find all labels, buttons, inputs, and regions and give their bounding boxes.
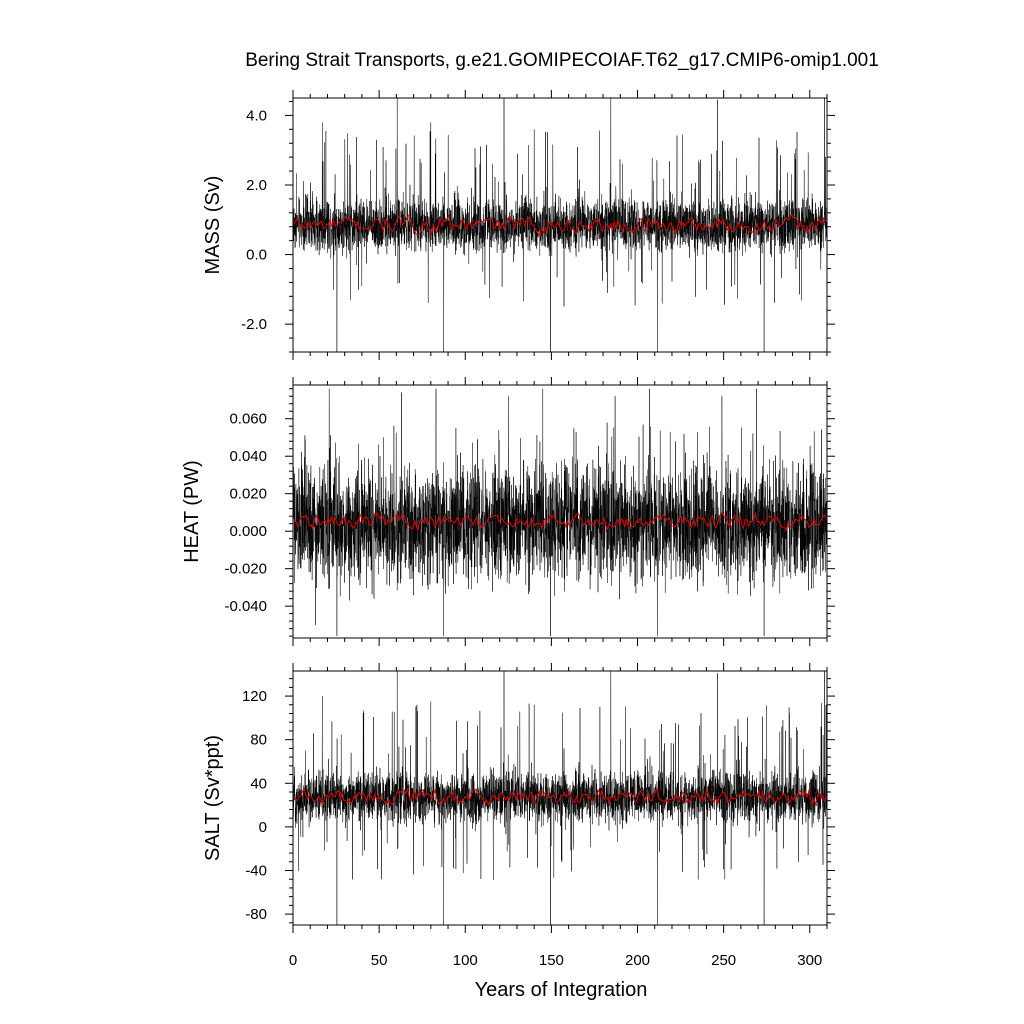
y-tick-label: 0.040	[229, 448, 267, 465]
chart-title: Bering Strait Transports, g.e21.GOMIPECO…	[245, 50, 879, 71]
plot-frame	[292, 384, 828, 639]
y-tick-label: 0.0	[246, 247, 267, 264]
y-tick-label: 0.000	[229, 523, 267, 540]
monthly-series-line	[293, 98, 827, 352]
panel-1: -2.0 0.0 2.0 4.0 MASS (Sv)	[202, 90, 835, 360]
annual-mean-line	[293, 213, 827, 238]
y-tick-label: 4.0	[246, 107, 267, 124]
annual-mean-line	[293, 512, 827, 532]
y-tick-label: 120	[242, 688, 267, 705]
plot-frame	[292, 670, 828, 926]
annual-mean-line	[293, 787, 827, 807]
y-axis-label: MASS (Sv)	[202, 176, 224, 275]
y-tick-label: 0.060	[229, 411, 267, 428]
panels-group: -2.0 0.0 2.0 4.0 MASS (Sv) -0.040 -0.020 0.000 0…	[181, 90, 835, 969]
y-tick-label: 40	[250, 775, 267, 792]
y-tick-label: 0	[259, 819, 267, 836]
y-axis-label: SALT (Sv*ppt)	[202, 735, 224, 861]
y-tick-label: -80	[245, 906, 267, 923]
x-tick-label: 100	[453, 952, 478, 969]
y-tick-label: -0.040	[224, 598, 267, 615]
x-tick-label: 200	[625, 952, 650, 969]
plot-frame	[292, 97, 828, 353]
y-tick-label: -40	[245, 862, 267, 879]
x-tick-label: 250	[711, 952, 736, 969]
y-axis-label: HEAT (PW)	[181, 460, 203, 563]
x-tick-label: 50	[371, 952, 388, 969]
y-tick-label: 0.020	[229, 486, 267, 503]
x-tick-label: 0	[289, 952, 297, 969]
y-tick-label: 80	[250, 732, 267, 749]
monthly-series-line	[293, 388, 827, 637]
monthly-series-line	[293, 671, 827, 925]
x-tick-label: 300	[797, 952, 822, 969]
x-tick-label: 150	[539, 952, 564, 969]
panel-3: -80 -40 0 40 80 120 0 50 100 150 200 250 300 SALT (Sv…	[202, 663, 835, 969]
x-axis-label: Years of Integration	[475, 979, 648, 1001]
y-tick-label: 2.0	[246, 177, 267, 194]
y-tick-label: -2.0	[241, 316, 267, 333]
y-tick-label: -0.020	[224, 561, 267, 578]
panel-2: -0.040 -0.020 0.000 0.020 0.040 0.060 HEAT (PW…	[181, 377, 835, 646]
